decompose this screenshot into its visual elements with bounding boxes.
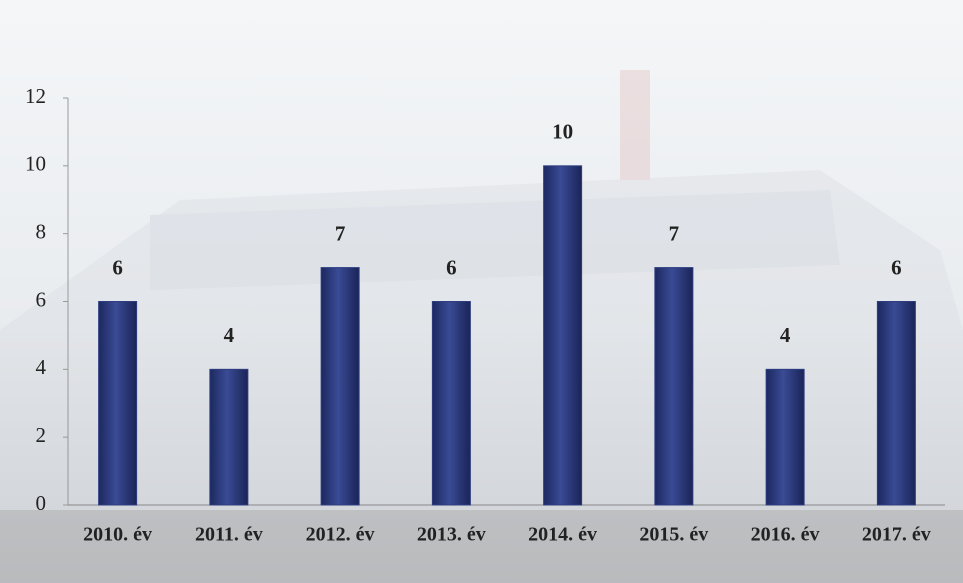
value-label: 10	[552, 120, 573, 144]
y-tick-label: 4	[36, 355, 47, 379]
value-label: 7	[335, 221, 346, 245]
y-tick-label: 12	[25, 84, 46, 108]
y-tick-label: 8	[36, 219, 47, 243]
y-tick-label: 10	[25, 152, 46, 176]
bar	[98, 301, 138, 506]
x-tick-label: 2012. év	[306, 524, 375, 546]
x-tick-label: 2011. év	[195, 524, 263, 546]
y-tick-label: 0	[36, 491, 47, 515]
x-tick-label: 2010. év	[83, 524, 152, 546]
value-label: 4	[224, 323, 235, 347]
x-tick-label: 2016. év	[751, 524, 820, 546]
bar	[765, 368, 805, 506]
x-tick-label: 2015. év	[639, 524, 708, 546]
bar	[431, 301, 471, 506]
bar	[654, 267, 694, 506]
value-label: 6	[891, 255, 902, 279]
x-tick-label: 2017. év	[862, 524, 931, 546]
value-label: 7	[669, 221, 680, 245]
x-tick-label: 2013. év	[417, 524, 486, 546]
value-label: 4	[780, 323, 791, 347]
bar	[543, 165, 583, 506]
y-tick-label: 2	[36, 423, 47, 447]
bar	[320, 267, 360, 506]
value-label: 6	[112, 255, 123, 279]
x-tick-label: 2014. év	[528, 524, 597, 546]
bar	[876, 301, 916, 506]
y-tick-label: 6	[36, 287, 47, 311]
value-label: 6	[446, 255, 457, 279]
bar	[209, 368, 249, 506]
